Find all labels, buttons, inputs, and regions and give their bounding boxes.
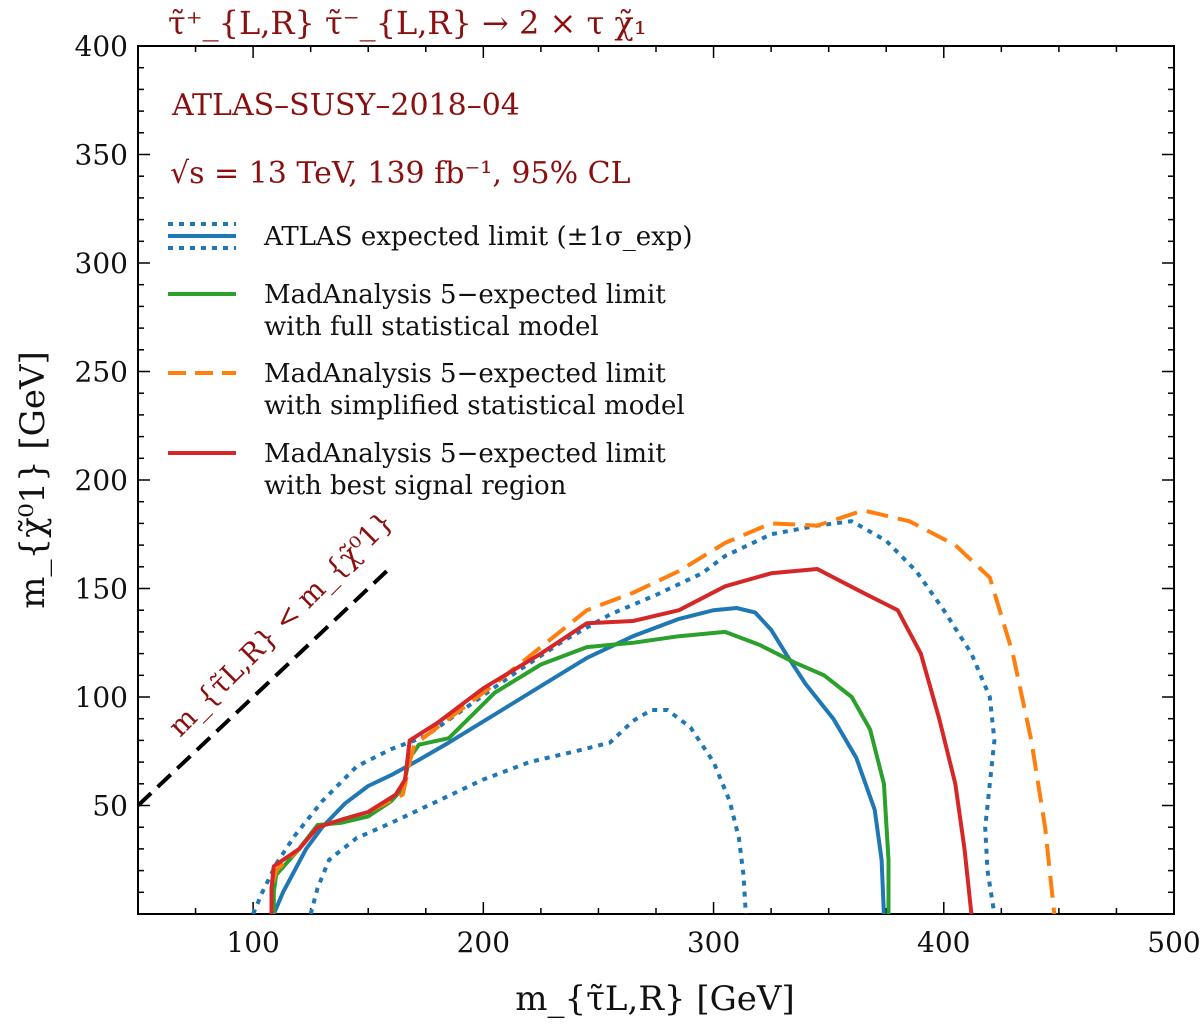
curve-atlas-central bbox=[271, 606, 886, 914]
curve-ma5-best-sr bbox=[269, 567, 974, 914]
legend-sublabel-best-sr: with best signal region bbox=[264, 471, 567, 501]
kinematic-boundary-label: m_{τ̃L,R} < m_{χ̃⁰1} bbox=[162, 505, 400, 743]
process-label: τ̃⁺_{L,R} τ̃⁻_{L,R} → 2 × τ χ̃₁ bbox=[168, 4, 647, 42]
analysis-id: ATLAS–SUSY–2018–04 bbox=[171, 88, 520, 123]
legend-sublabel-simplified: with simplified statistical model bbox=[264, 391, 685, 421]
y-tick-label: 250 bbox=[75, 356, 128, 389]
legend-label-atlas: ATLAS expected limit (±1σ_exp) bbox=[263, 222, 693, 252]
y-tick-label: 300 bbox=[75, 247, 128, 280]
y-tick-label: 200 bbox=[75, 464, 128, 497]
conditions-label: √s = 13 TeV, 139 fb⁻¹, 95% CL bbox=[170, 156, 631, 191]
x-tick-label: 200 bbox=[457, 926, 510, 959]
x-tick-label: 500 bbox=[1147, 926, 1200, 959]
legend-label-full: MadAnalysis 5−expected limit bbox=[264, 280, 666, 310]
curve-atlas-minus bbox=[308, 708, 748, 914]
kinematic-boundary-line bbox=[136, 569, 389, 807]
y-tick-label: 100 bbox=[75, 681, 128, 714]
legend: ATLAS expected limit (±1σ_exp) MadAnalysi… bbox=[168, 222, 693, 501]
legend-label-best-sr: MadAnalysis 5−expected limit bbox=[264, 439, 666, 469]
x-tick-label: 400 bbox=[917, 926, 970, 959]
y-axis-label: m_{χ̃⁰1} [GeV] bbox=[13, 351, 53, 609]
x-tick-label: 100 bbox=[226, 926, 279, 959]
curve-ma5-full bbox=[271, 629, 891, 914]
legend-sublabel-full: with full statistical model bbox=[264, 312, 599, 342]
y-tick-label: 150 bbox=[75, 573, 128, 606]
curve-atlas-plus bbox=[251, 519, 997, 914]
x-axis-label: m_{τ̃L,R} [GeV] bbox=[515, 979, 794, 1019]
x-tick-label: 300 bbox=[687, 926, 740, 959]
y-tick-label: 50 bbox=[92, 790, 128, 823]
x-axis-ticks: 100 200 300 400 500 bbox=[137, 46, 1200, 959]
y-axis-ticks: 50 100 150 200 250 300 350 400 bbox=[75, 30, 1174, 915]
limit-curves bbox=[251, 508, 1057, 914]
y-tick-label: 350 bbox=[75, 139, 128, 172]
y-tick-label: 400 bbox=[75, 30, 128, 63]
legend-label-simplified: MadAnalysis 5−expected limit bbox=[264, 359, 666, 389]
